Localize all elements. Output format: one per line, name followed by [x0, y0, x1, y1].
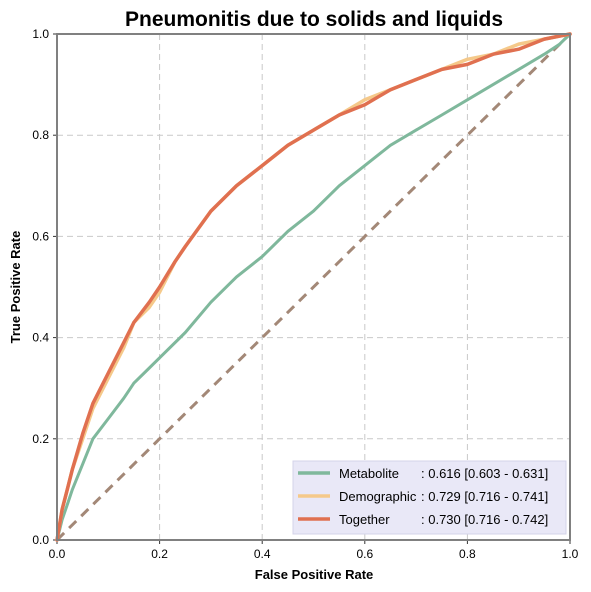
roc-line-metabolite: [55, 32, 572, 542]
y-tick-label: 0.2: [32, 432, 49, 446]
x-axis-label: False Positive Rate: [255, 567, 374, 582]
plot-frame: [56, 33, 571, 541]
y-tick-label: 1.0: [32, 27, 49, 41]
legend-label-together: Together: [339, 512, 390, 527]
legend: Metabolite : 0.616 [0.603 - 0.631] Demogra…: [292, 460, 567, 535]
y-axis-label: True Positive Rate: [8, 231, 23, 344]
legend-stats-demographic: : 0.729 [0.716 - 0.741]: [421, 489, 548, 504]
legend-stats-together: : 0.730 [0.716 - 0.742]: [421, 512, 548, 527]
roc-line-together: [55, 32, 572, 542]
legend-box: [292, 460, 567, 535]
x-tick-label: 0.2: [151, 547, 168, 561]
y-tick-label: 0.8: [32, 128, 49, 142]
legend-label-demographic: Demographic: [339, 489, 417, 504]
y-tick-label: 0.4: [32, 331, 49, 345]
grid-lines: [57, 34, 570, 540]
axis-ticks: 0.0 0.2 0.4 0.6 0.8 1.0 0.0 0.2 0.4 0.6 0.8 1.0: [32, 27, 578, 561]
x-tick-label: 0.8: [459, 547, 476, 561]
x-tick-label: 1.0: [562, 547, 579, 561]
plot-area: [55, 32, 572, 542]
legend-label-metabolite: Metabolite: [339, 466, 399, 481]
chance-diagonal-line: [55, 32, 572, 542]
y-tick-label: 0.6: [32, 229, 49, 243]
legend-stats-metabolite: : 0.616 [0.603 - 0.631]: [421, 466, 548, 481]
y-tick-label: 0.0: [32, 533, 49, 547]
x-tick-label: 0.4: [254, 547, 271, 561]
x-tick-label: 0.6: [356, 547, 373, 561]
x-tick-label: 0.0: [49, 547, 66, 561]
chart-title: Pneumonitis due to solids and liquids: [125, 8, 503, 31]
